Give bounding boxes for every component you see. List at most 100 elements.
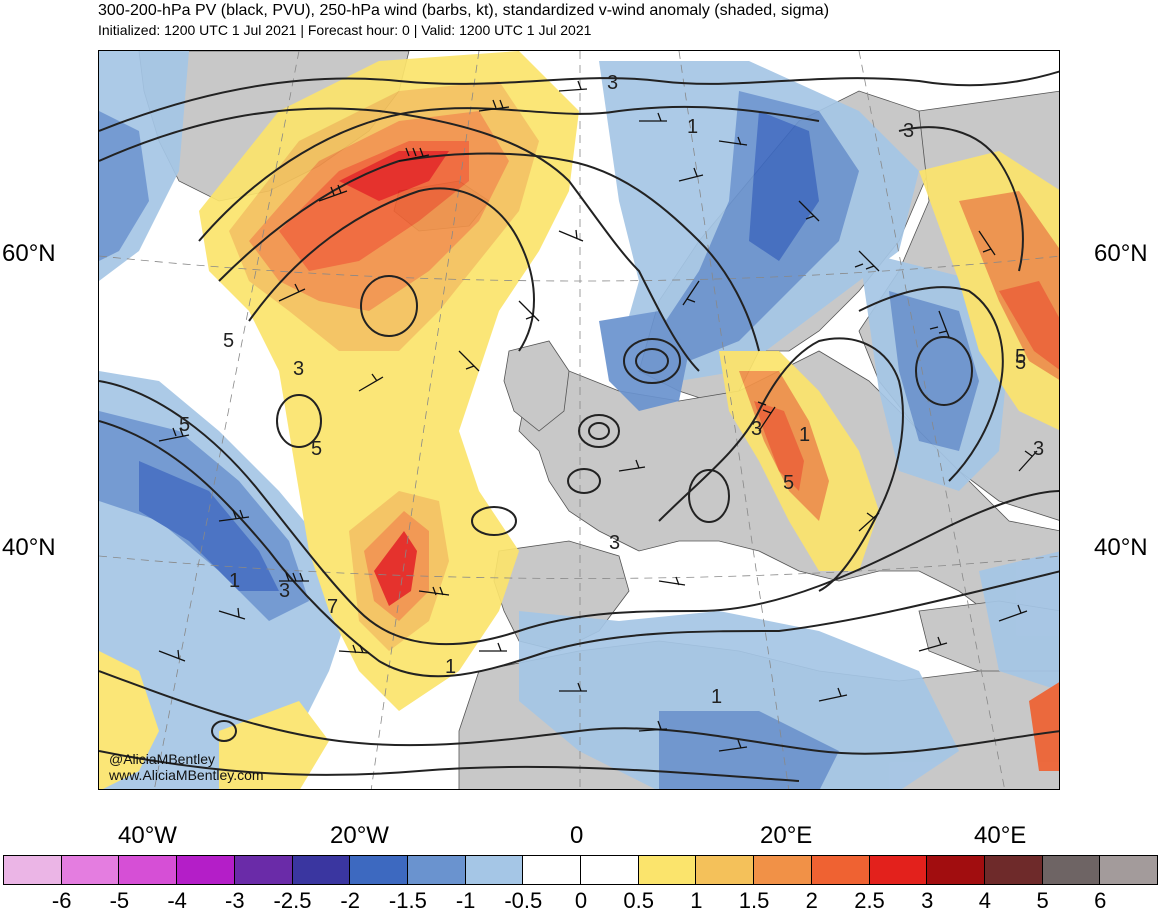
contour-label: 3 (751, 418, 762, 440)
wind-barb (718, 136, 748, 146)
wind-barb (854, 250, 880, 272)
wind-barb (418, 586, 450, 596)
wind-barb (158, 649, 186, 662)
colorbar-tick-label: -2 (340, 888, 360, 913)
neg-anomaly-mediterranean (519, 611, 959, 789)
colorbar-tick-label: 4 (978, 888, 992, 913)
pos-anomaly-atlantic-jet-25 (339, 151, 449, 201)
wind-barb (678, 167, 704, 182)
graticule-lat40 (99, 555, 1059, 579)
contour-label: 7 (327, 596, 338, 618)
colorbar-cell (291, 855, 351, 885)
contour-label: 1 (799, 424, 810, 446)
contour-label: 3 (609, 532, 620, 554)
colorbar-cell (695, 855, 755, 885)
chart-title: 300-200-hPa PV (black, PVU), 250-hPa win… (98, 2, 830, 19)
wind-barbs (158, 80, 1038, 752)
lon-label-20w: 20°W (330, 822, 389, 849)
pv-contour-closed (688, 469, 730, 523)
pv-contour-closed (635, 348, 669, 374)
wind-barb (398, 147, 430, 162)
contour-label: 3 (903, 120, 914, 142)
colorbar-cell (406, 855, 466, 885)
colorbar-tick-label: -4 (167, 888, 187, 913)
colorbar-cell (522, 855, 582, 885)
wind-barb (718, 739, 748, 752)
pv-contour-closed (588, 422, 610, 440)
neg-anomaly-west-atlantic-max (139, 461, 279, 591)
contour-labels: 3 1 3 5 3 5 5 5 1 3 7 1 3 3 1 5 3 5 1 (179, 72, 1044, 708)
pv-contours (99, 70, 1059, 782)
contour-label: 3 (1033, 438, 1044, 460)
wind-barb (478, 99, 510, 112)
contour-label: 5 (311, 438, 322, 460)
contour-label: 3 (607, 72, 618, 94)
lat-label-40n-right: 40°N (1094, 534, 1148, 561)
colorbar-cell (753, 855, 812, 885)
map-panel[interactable]: 3 1 3 5 3 5 5 5 1 3 7 1 3 3 1 5 3 5 1 @A… (98, 50, 1060, 790)
wind-barb (682, 280, 700, 306)
pv-contour (99, 107, 700, 372)
wind-barb (638, 720, 668, 732)
contour-label: 1 (229, 570, 240, 592)
pos-anomaly-central-europe-2 (754, 401, 804, 491)
pv-contour-closed (211, 720, 237, 742)
wind-barb (1018, 450, 1038, 472)
wind-barb (218, 509, 250, 522)
wind-barb (479, 642, 507, 652)
wind-barb (318, 184, 348, 202)
pv-contour (99, 670, 1059, 755)
graticule (99, 51, 1059, 789)
map-canvas: 3 1 3 5 3 5 5 5 1 3 7 1 3 3 1 5 3 5 1 (99, 51, 1059, 789)
colorbar-cell (1099, 855, 1159, 885)
pv-contour (99, 70, 1059, 132)
colorbar-tick-label: -2.5 (273, 888, 312, 913)
colorbar-cell (580, 855, 639, 885)
colorbar-cell (926, 855, 985, 885)
colorbar-tick-label: -3 (225, 888, 245, 913)
pv-contour (218, 152, 760, 352)
contour-label: 3 (293, 358, 304, 380)
pv-contour (198, 105, 820, 242)
pv-contour-closed (915, 336, 973, 406)
wind-barb (558, 80, 588, 92)
contour-label: 5 (1015, 352, 1026, 374)
colorbar-cell (349, 855, 408, 885)
colorbar-tick-label: -6 (51, 888, 72, 913)
contour-label: 1 (445, 656, 456, 678)
wind-barb (918, 636, 948, 652)
colorbar-tick-label: -5 (109, 888, 130, 913)
wind-barb (559, 682, 587, 692)
pv-contour (99, 420, 1059, 678)
colorbar-tick-label: 5 (1036, 888, 1049, 913)
colorbar (3, 855, 1159, 885)
wind-barb (757, 401, 776, 432)
colorbar-cell (464, 855, 524, 885)
colorbar-cell (233, 855, 293, 885)
pv-contour-closed (567, 468, 601, 494)
wind-barb (158, 427, 190, 442)
pv-contour (248, 187, 535, 352)
lat-label-60n-right: 60°N (1094, 240, 1148, 267)
wind-barb (978, 230, 996, 256)
pv-contour (858, 286, 1004, 482)
colorbar-tick-label: 1 (690, 888, 703, 913)
lon-label-0: 0 (570, 822, 584, 849)
neg-anomaly-baltic-max (749, 111, 819, 261)
colorbar-tick-label: 0 (574, 888, 588, 913)
wind-barb (639, 112, 667, 122)
colorbar-cell (60, 855, 120, 885)
lon-label-20e: 20°E (760, 822, 813, 849)
uk-landmass (503, 340, 570, 432)
wind-barb (279, 572, 309, 582)
lon-label-40e: 40°E (974, 822, 1027, 849)
colorbar-cell (118, 855, 178, 885)
wind-barb (278, 283, 306, 302)
colorbar-tick-label: -0.5 (504, 888, 543, 913)
wind-barb (338, 644, 370, 654)
credit-handle: @AliciaMBentley (109, 751, 216, 767)
pv-contour (658, 337, 904, 592)
pv-contour (898, 126, 1024, 272)
pv-contour-closed (276, 394, 322, 448)
neg-anomaly-labrador (99, 111, 149, 261)
